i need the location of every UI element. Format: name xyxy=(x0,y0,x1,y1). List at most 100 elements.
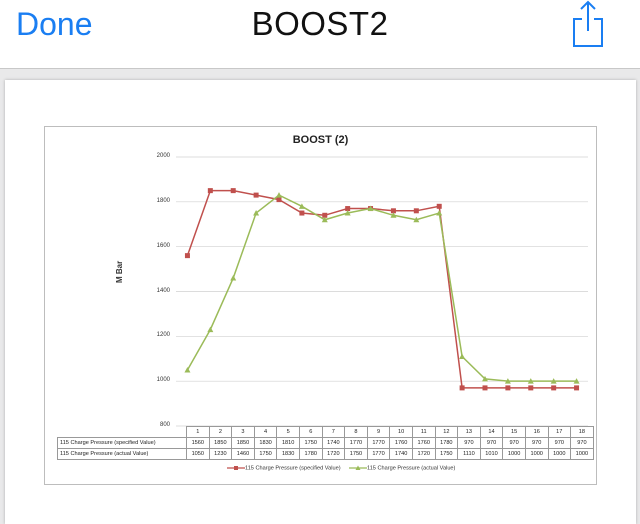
data-point xyxy=(184,253,190,259)
x-tick-label: 11 xyxy=(411,426,436,438)
x-tick-label: 13 xyxy=(457,426,481,438)
y-tick-label: 1200 xyxy=(156,332,170,339)
done-button[interactable]: Done xyxy=(16,6,93,42)
x-tick-label: 12 xyxy=(434,426,459,438)
data-point xyxy=(505,385,511,391)
data-point xyxy=(390,212,397,218)
legend-item: 115 Charge Pressure (specified Value) xyxy=(227,465,341,471)
x-tick-label: 14 xyxy=(479,426,504,438)
table-cell: 1460 xyxy=(231,448,255,460)
data-point xyxy=(459,353,466,360)
data-point xyxy=(436,210,443,216)
table-cell: 970 xyxy=(457,437,481,449)
series-line xyxy=(186,189,577,389)
table-cell: 1770 xyxy=(344,437,368,449)
x-tick-label: 18 xyxy=(570,426,594,438)
data-point xyxy=(436,203,442,209)
table-cell: 970 xyxy=(570,437,594,449)
table-row: 115 Charge Pressure (actual Value) 1050 12… xyxy=(57,448,594,460)
row-label: 115 Charge Pressure (specified Value) xyxy=(57,437,187,449)
x-tick-label: 15 xyxy=(502,426,526,438)
y-tick-label: 1000 xyxy=(156,377,170,384)
row-label: 115 Charge Pressure (actual Value) xyxy=(57,448,187,460)
table-cell: 970 xyxy=(479,437,504,449)
table-cell: 1000 xyxy=(570,448,594,460)
data-point xyxy=(528,385,534,391)
data-point xyxy=(390,208,396,214)
series-line xyxy=(186,194,577,382)
x-tick-label: 5 xyxy=(276,426,300,438)
data-point xyxy=(413,208,419,214)
y-tick-label: 1400 xyxy=(156,287,170,294)
x-tick-label: 7 xyxy=(321,426,346,438)
table-cell: 1000 xyxy=(547,448,572,460)
x-tick-label: 2 xyxy=(208,426,233,438)
table-cell: 1750 xyxy=(344,448,368,460)
table-cell: 1780 xyxy=(298,448,323,460)
x-tick-label: 6 xyxy=(298,426,323,438)
data-point xyxy=(276,192,282,198)
table-cell: 1720 xyxy=(411,448,436,460)
y-tick-label: 800 xyxy=(159,422,170,428)
data-point xyxy=(321,216,328,223)
x-tick-label: 8 xyxy=(344,426,368,438)
table-cell: 1740 xyxy=(321,437,346,449)
data-point xyxy=(276,197,282,203)
data-table: 1 2 3 4 5 6 7 8 9 10 11 12 13 14 15 16 17 18 115 Charge Pr… xyxy=(57,426,594,460)
table-cell: 1750 xyxy=(253,448,278,460)
data-point xyxy=(573,378,580,384)
data-point xyxy=(459,385,465,391)
legend-swatch xyxy=(227,466,245,470)
table-cell: 1750 xyxy=(298,437,323,449)
table-cell: 1050 xyxy=(186,448,210,460)
data-point xyxy=(207,188,213,194)
navbar-divider xyxy=(0,68,640,69)
table-corner xyxy=(57,426,187,438)
data-point xyxy=(551,385,557,391)
data-point xyxy=(299,210,305,216)
data-point xyxy=(344,210,351,216)
x-tick-label: 1 xyxy=(186,426,210,438)
data-point xyxy=(482,375,488,382)
table-row: 115 Charge Pressure (specified Value) 156… xyxy=(57,437,594,449)
y-axis-label: M Bar xyxy=(115,260,124,283)
y-tick-label: 1800 xyxy=(156,197,170,204)
data-point xyxy=(413,216,420,223)
table-cell: 1000 xyxy=(524,448,549,460)
table-cell: 1780 xyxy=(434,437,459,449)
data-point xyxy=(207,326,214,333)
table-cell: 1830 xyxy=(253,437,278,449)
table-cell: 1850 xyxy=(208,437,233,449)
table-cell: 1720 xyxy=(321,448,346,460)
table-cell: 1770 xyxy=(366,448,391,460)
x-tick-label: 4 xyxy=(253,426,278,438)
data-point xyxy=(298,203,305,209)
x-tick-label: 3 xyxy=(231,426,255,438)
data-point xyxy=(504,378,511,384)
data-point xyxy=(550,378,557,384)
table-cell: 1770 xyxy=(366,437,391,449)
share-icon[interactable] xyxy=(566,0,610,50)
legend-label: 115 Charge Pressure (actual Value) xyxy=(367,465,456,472)
table-cell: 1230 xyxy=(208,448,233,460)
document-title: BOOST2 xyxy=(251,5,389,42)
data-point xyxy=(230,188,236,194)
table-cell: 1010 xyxy=(479,448,504,460)
x-tick-label: 17 xyxy=(547,426,572,438)
table-cell: 1760 xyxy=(411,437,436,449)
legend-item: 115 Charge Pressure (actual Value) xyxy=(349,465,455,471)
x-tick-label: 10 xyxy=(389,426,413,438)
table-cell: 1000 xyxy=(502,448,526,460)
table-cell: 1740 xyxy=(389,448,413,460)
x-tick-label: 9 xyxy=(366,426,391,438)
chart-title: BOOST (2) xyxy=(292,134,349,146)
navigation-bar: Done BOOST2 xyxy=(0,0,640,62)
y-tick-label: 1600 xyxy=(156,242,170,249)
table-cell: 970 xyxy=(524,437,549,449)
y-tick-label: 2000 xyxy=(156,153,170,159)
data-point xyxy=(345,206,351,212)
chart-plot xyxy=(176,156,588,427)
table-cell: 970 xyxy=(502,437,526,449)
data-point xyxy=(230,275,237,281)
data-point xyxy=(322,212,328,218)
